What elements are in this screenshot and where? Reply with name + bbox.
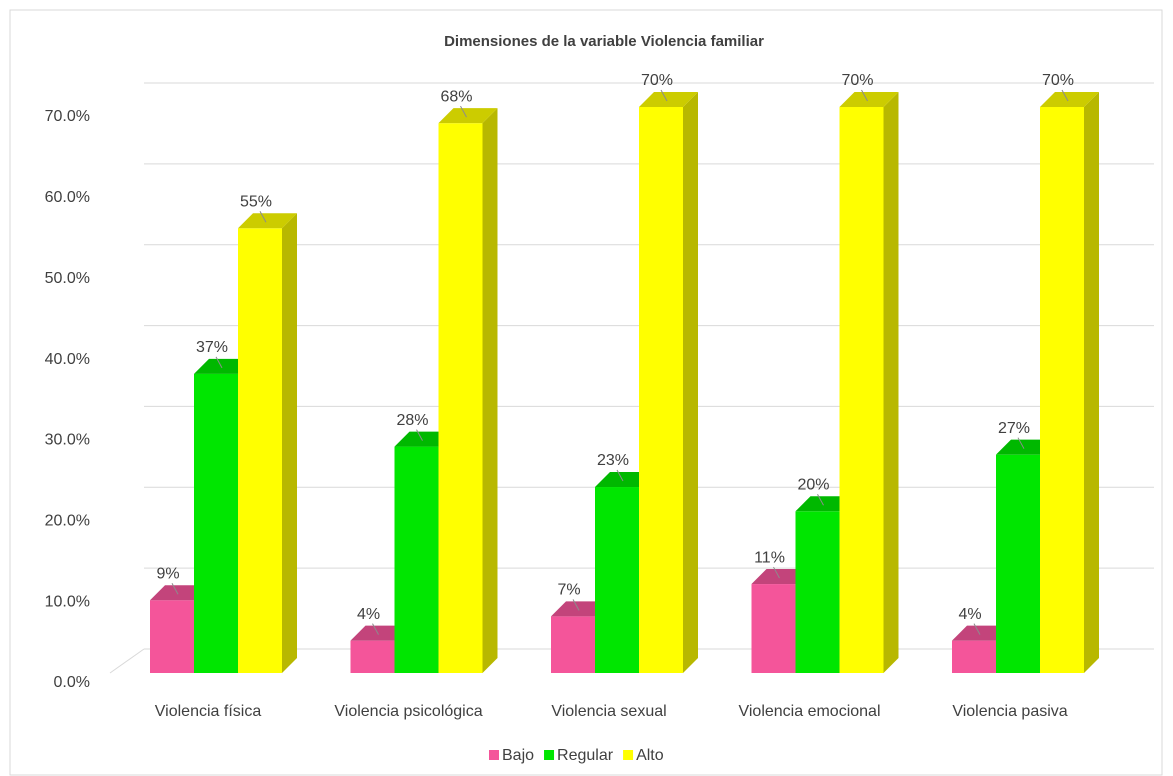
leader-line <box>817 494 824 506</box>
bar <box>238 228 282 674</box>
chart-title: Dimensiones de la variable Violencia fam… <box>444 33 764 50</box>
bar <box>996 454 1040 673</box>
leader-line <box>616 469 624 482</box>
leader-line <box>973 623 981 635</box>
bar <box>952 640 996 673</box>
leader-line <box>1061 89 1069 102</box>
value-label: 55% <box>240 194 272 211</box>
value-label: 20% <box>797 477 829 494</box>
value-label: 4% <box>958 606 981 623</box>
leader-line <box>861 89 868 102</box>
bar <box>350 640 395 673</box>
legend-swatch <box>623 750 634 760</box>
y-tick-label: 20.0% <box>45 513 90 530</box>
value-label: 27% <box>998 420 1030 437</box>
bar-top <box>1040 92 1099 107</box>
bar-side <box>282 213 297 674</box>
bar <box>795 511 840 673</box>
bar-side <box>482 108 498 673</box>
x-tick-label: Violencia emocional <box>738 703 880 720</box>
y-tick-label: 50.0% <box>45 270 90 287</box>
bar <box>639 107 683 673</box>
bar <box>438 123 483 673</box>
floor-edge <box>109 648 145 674</box>
value-label: 70% <box>1042 72 1074 89</box>
leader-line <box>215 356 223 369</box>
legend-label: Alto <box>636 747 664 764</box>
bar <box>595 487 639 673</box>
bar-top <box>639 92 698 107</box>
bar <box>150 600 194 673</box>
leader-line <box>660 89 668 102</box>
legend-swatch <box>489 750 499 760</box>
y-tick-label: 40.0% <box>45 351 90 368</box>
bar-side <box>883 92 899 673</box>
bar <box>751 584 796 673</box>
leader-line <box>773 566 780 579</box>
bar <box>394 446 439 673</box>
bar <box>1040 107 1084 673</box>
bar-top <box>238 213 297 229</box>
x-tick-label: Violencia sexual <box>551 703 666 720</box>
bar-side <box>1084 92 1099 673</box>
value-label: 70% <box>641 72 673 89</box>
value-label: 37% <box>196 339 228 356</box>
y-tick-label: 30.0% <box>45 432 90 449</box>
legend-label: Bajo <box>502 747 534 764</box>
bar-top <box>438 108 498 124</box>
y-tick-label: 0.0% <box>54 674 90 691</box>
leader-line <box>460 105 467 118</box>
value-label: 4% <box>357 606 380 623</box>
leader-line <box>572 599 580 611</box>
bar-side <box>683 92 698 673</box>
x-tick-label: Violencia física <box>155 703 262 720</box>
value-label: 23% <box>597 452 629 469</box>
value-label: 9% <box>156 565 179 582</box>
leader-line <box>259 211 267 223</box>
leader-line <box>372 623 379 635</box>
bar-top <box>839 92 899 107</box>
y-tick-label: 60.0% <box>45 189 90 206</box>
x-tick-label: Violencia pasiva <box>952 703 1067 720</box>
bar <box>194 373 238 673</box>
leader-line <box>171 582 179 595</box>
y-tick-label: 70.0% <box>45 108 90 125</box>
legend-swatch <box>544 750 555 760</box>
bar <box>551 616 595 673</box>
bar <box>839 107 884 673</box>
value-label: 70% <box>841 72 873 89</box>
value-label: 11% <box>754 549 785 566</box>
value-label: 28% <box>396 412 428 429</box>
value-label: 68% <box>440 88 472 105</box>
legend-label: Regular <box>557 747 614 764</box>
value-label: 7% <box>557 582 580 599</box>
leader-line <box>416 429 423 441</box>
y-tick-label: 10.0% <box>45 593 90 610</box>
leader-line <box>1017 437 1025 449</box>
x-tick-label: Violencia psicológica <box>334 703 482 720</box>
